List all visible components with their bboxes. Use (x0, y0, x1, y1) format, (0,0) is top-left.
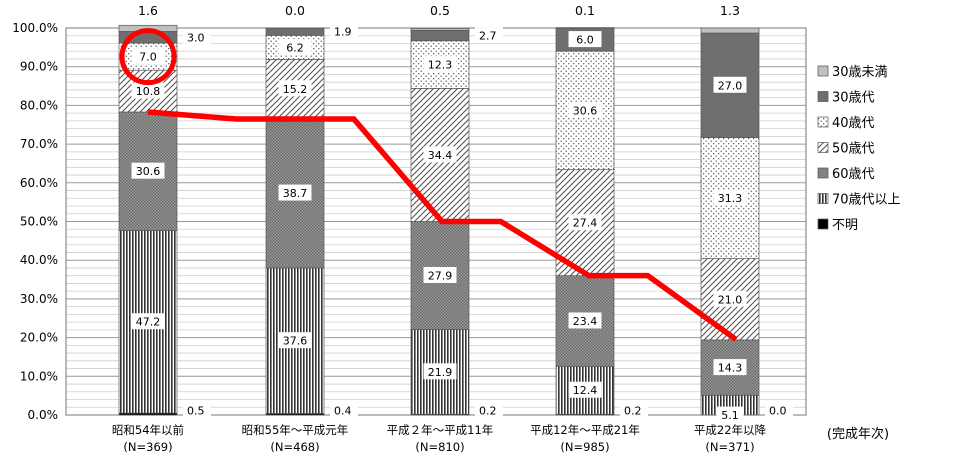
data-label: 15.2 (283, 83, 308, 96)
legend-swatch (818, 168, 828, 178)
data-label: 30.6 (573, 104, 598, 117)
top-label: 1.3 (720, 3, 740, 18)
y-tick-label: 100.0% (12, 21, 58, 35)
x-category-count: (N=985) (560, 440, 609, 454)
legend-swatch (818, 66, 828, 76)
x-category-label: 平成２年～平成11年 (387, 423, 494, 437)
legend-swatch (818, 194, 828, 204)
data-label: 30.6 (136, 165, 161, 178)
data-label: 0.5 (187, 404, 205, 417)
y-tick-label: 80.0% (20, 98, 58, 112)
data-label: 3.0 (187, 31, 205, 44)
x-category-label: 昭和55年～平成元年 (242, 423, 349, 437)
data-label: 2.7 (479, 30, 497, 43)
data-label: 34.4 (428, 149, 453, 162)
data-label: 27.0 (718, 79, 743, 92)
y-tick-label: 70.0% (20, 137, 58, 151)
data-label: 12.3 (428, 59, 453, 72)
x-category-label: 昭和54年以前 (112, 423, 184, 437)
legend-swatch (818, 143, 828, 153)
x-axis-label: (完成年次) (827, 426, 889, 442)
top-label: 1.6 (138, 3, 158, 18)
data-label: 27.9 (428, 269, 453, 282)
data-label: 27.4 (573, 217, 598, 230)
legend-label: 30歳未満 (832, 65, 888, 80)
legend-label: 不明 (832, 218, 858, 233)
top-label: 0.5 (430, 3, 450, 18)
legend-label: 70歳代以上 (832, 193, 901, 208)
data-label: 10.8 (136, 85, 161, 98)
x-category-label: 平成12年～平成21年 (530, 423, 640, 437)
data-label: 0.4 (334, 404, 352, 417)
data-label: 7.0 (139, 51, 157, 64)
data-label: 0.0 (769, 404, 787, 417)
top-label: 0.1 (575, 3, 595, 18)
x-category-count: (N=369) (123, 440, 172, 454)
y-tick-label: 60.0% (20, 176, 58, 190)
legend-swatch (818, 92, 828, 102)
legend-label: 50歳代 (832, 142, 875, 157)
data-label: 1.9 (334, 26, 352, 39)
bar-segment (266, 28, 324, 35)
data-label: 21.9 (428, 366, 453, 379)
legend-label: 60歳代 (832, 167, 875, 182)
bar-segment (701, 28, 759, 33)
y-tick-label: 90.0% (20, 60, 58, 74)
data-label: 31.3 (718, 192, 743, 205)
data-label: 0.2 (624, 404, 642, 417)
y-tick-label: 50.0% (20, 215, 58, 229)
data-label: 21.0 (718, 293, 743, 306)
bar-segment (411, 30, 469, 40)
data-label: 23.4 (573, 315, 598, 328)
legend-label: 30歳代 (832, 91, 875, 106)
x-category-label: 平成22年以降 (694, 423, 767, 437)
data-label: 6.2 (286, 41, 304, 54)
data-label: 37.6 (283, 335, 308, 348)
top-label: 0.0 (285, 3, 305, 18)
data-label: 12.4 (573, 384, 598, 397)
y-tick-label: 0.0% (28, 408, 59, 422)
x-category-count: (N=810) (415, 440, 464, 454)
y-axis: 0.0% 10.0% 20.0% 30.0% 40.0% 50.0% 60.0% 70.0% 8… (12, 21, 58, 422)
data-label: 6.0 (576, 34, 594, 47)
bar-segment (411, 28, 469, 30)
data-label: 47.2 (136, 316, 161, 329)
data-label: 38.7 (283, 187, 308, 200)
y-tick-label: 30.0% (20, 292, 58, 306)
legend-label: 40歳代 (832, 116, 875, 131)
y-tick-label: 10.0% (20, 369, 58, 383)
data-label: 14.3 (718, 362, 743, 375)
legend-swatch (818, 219, 828, 229)
x-category-count: (N=371) (705, 440, 754, 454)
x-axis: 昭和54年以前 (N=369) 昭和55年～平成元年 (N=468) 平成２年～平成11… (112, 423, 889, 454)
x-category-count: (N=468) (270, 440, 319, 454)
y-tick-label: 20.0% (20, 331, 58, 345)
data-label: 0.2 (479, 404, 497, 417)
data-label: 5.1 (721, 409, 739, 422)
y-tick-label: 40.0% (20, 253, 58, 267)
legend-swatch (818, 117, 828, 127)
